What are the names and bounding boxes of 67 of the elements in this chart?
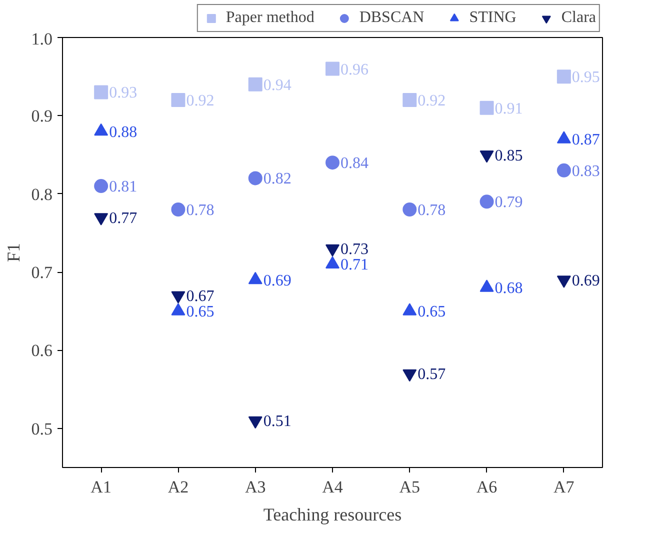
- point: [171, 291, 186, 304]
- data-label: 0.78: [186, 202, 214, 219]
- data-label: 0.82: [263, 170, 292, 188]
- point: [326, 244, 340, 257]
- point: [556, 163, 571, 178]
- data-label: 0.91: [494, 100, 523, 118]
- legend-label: DBSCAN: [359, 9, 424, 27]
- y-axis-title: F1: [3, 242, 24, 262]
- x-tick-label: A1: [90, 478, 112, 496]
- data-label: 0.69: [572, 272, 600, 290]
- data-label: 0.95: [572, 69, 600, 86]
- data-label: 0.79: [494, 194, 523, 212]
- point: [94, 179, 108, 194]
- y-tick-label: 0.6: [31, 341, 52, 360]
- y-tick-label: 0.7: [31, 263, 53, 282]
- data-label: 0.65: [186, 304, 214, 321]
- point: [556, 70, 571, 84]
- data-label: 0.83: [572, 162, 600, 180]
- point: [248, 171, 262, 186]
- data-label: 0.68: [494, 280, 523, 298]
- point: [94, 213, 108, 226]
- data-label: 0.85: [494, 147, 523, 164]
- x-tick-label: A4: [322, 478, 344, 496]
- data-label: 0.71: [340, 256, 368, 274]
- point: [402, 202, 417, 216]
- data-label: 0.96: [340, 61, 368, 78]
- data-label: 0.88: [109, 124, 138, 141]
- data-label: 0.81: [109, 178, 138, 196]
- data-label: 0.73: [340, 241, 368, 258]
- point: [480, 194, 494, 209]
- legend-label: Clara: [561, 9, 596, 27]
- point: [326, 62, 340, 76]
- data-label: 0.92: [418, 92, 446, 110]
- x-axis-title: Teaching resources: [263, 504, 402, 524]
- data-label: 0.84: [340, 155, 368, 172]
- point: [94, 85, 108, 100]
- data-label: 0.93: [109, 84, 138, 102]
- point: [402, 93, 417, 108]
- y-tick-label: 0.8: [31, 184, 52, 204]
- data-label: 0.51: [263, 413, 292, 430]
- point: [480, 100, 494, 115]
- point: [171, 202, 186, 216]
- point: [248, 416, 262, 429]
- legend-label: STING: [469, 9, 516, 27]
- data-label: 0.57: [418, 366, 446, 384]
- x-tick-label: A6: [476, 478, 498, 496]
- data-label: 0.92: [186, 92, 214, 110]
- data-label: 0.94: [263, 76, 292, 94]
- point: [402, 369, 417, 382]
- point: [556, 276, 571, 288]
- y-tick-label: 0.5: [31, 419, 52, 438]
- x-tick-label: A3: [244, 478, 266, 496]
- data-label: 0.69: [263, 272, 292, 290]
- point: [326, 156, 340, 170]
- legend-label: Paper method: [226, 9, 314, 27]
- data-label: 0.78: [418, 202, 446, 219]
- data-label: 0.87: [572, 132, 600, 149]
- y-tick-label: 0.9: [31, 106, 52, 126]
- data-label: 0.67: [186, 288, 214, 305]
- point: [171, 93, 186, 108]
- x-tick-label: A7: [554, 478, 575, 496]
- data-label: 0.77: [109, 210, 138, 227]
- x-tick-label: A5: [399, 478, 420, 496]
- point: [248, 77, 262, 92]
- data-label: 0.65: [418, 304, 446, 321]
- x-tick-label: A2: [168, 478, 189, 496]
- y-tick-label: 1.0: [31, 30, 52, 48]
